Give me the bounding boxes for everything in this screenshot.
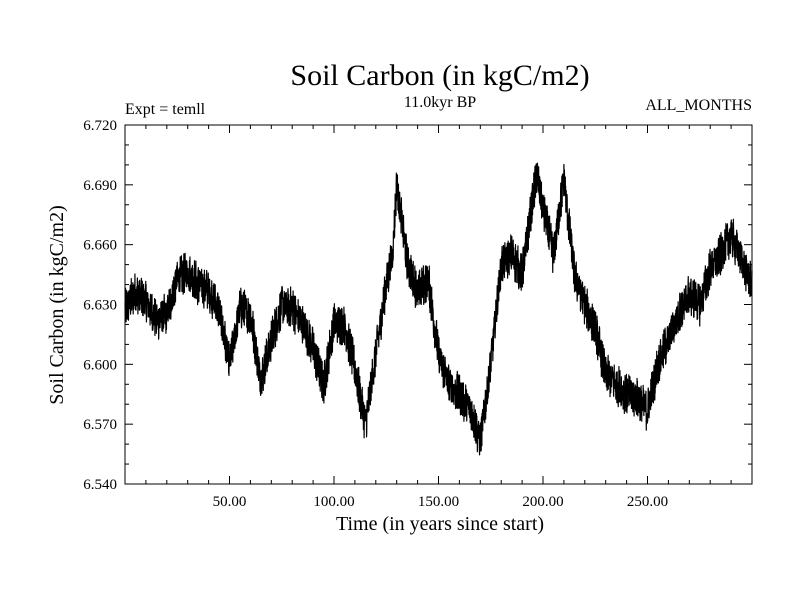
experiment-label: Expt = temll <box>125 101 206 118</box>
y-tick-label: 6.600 <box>83 357 117 373</box>
x-tick-label: 250.00 <box>627 494 668 510</box>
plot-frame <box>124 124 753 485</box>
y-axis-label: Soil Carbon (in kgC/m2) <box>46 205 68 404</box>
chart-title: Soil Carbon (in kgC/m2) <box>290 59 589 92</box>
x-tick-label: 150.00 <box>418 494 459 510</box>
x-axis-label: Time (in years since start) <box>336 513 544 535</box>
x-tick-label: 50.00 <box>213 494 247 510</box>
x-tick-label: 100.00 <box>313 494 354 510</box>
axis-ticks: 50.00 100.00 150.00 200.00 250.00 6.540 6.570 6… <box>83 118 752 510</box>
y-tick-label: 6.720 <box>83 118 117 134</box>
y-tick-label: 6.630 <box>83 298 117 314</box>
months-label: ALL_MONTHS <box>645 97 752 114</box>
y-tick-label: 6.660 <box>83 238 117 254</box>
y-tick-label: 6.570 <box>83 417 117 433</box>
period-label: 11.0kyr BP <box>404 94 476 111</box>
series-line-soil-carbon <box>124 162 753 456</box>
y-tick-label: 6.690 <box>83 178 117 194</box>
series-layer <box>124 162 753 456</box>
y-tick-label: 6.540 <box>83 477 117 493</box>
x-tick-label: 200.00 <box>522 494 563 510</box>
